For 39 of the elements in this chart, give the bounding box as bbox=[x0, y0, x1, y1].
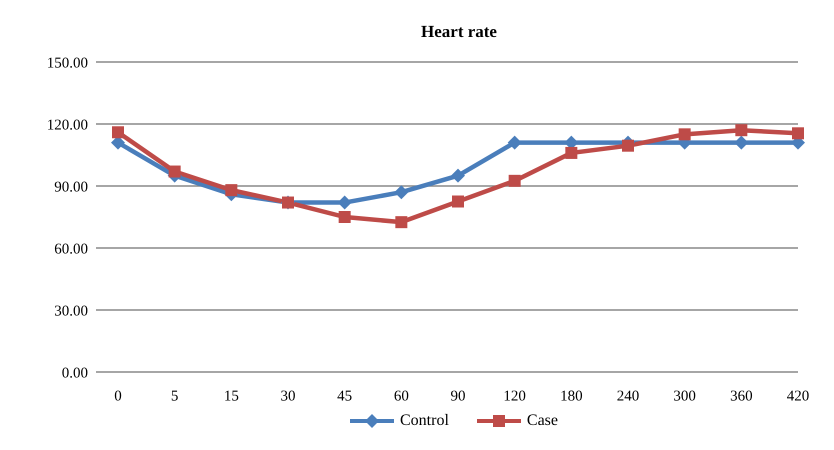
x-tick-label: 15 bbox=[224, 388, 239, 405]
point bbox=[395, 216, 408, 228]
point bbox=[168, 166, 181, 178]
point bbox=[508, 136, 522, 150]
x-tick-label: 300 bbox=[673, 388, 696, 405]
y-tick-label: 90.00 bbox=[54, 179, 88, 196]
point bbox=[622, 140, 634, 152]
y-tick-label: 60.00 bbox=[54, 241, 88, 258]
x-tick-label: 60 bbox=[394, 388, 409, 405]
y-tick-label: 0.00 bbox=[62, 365, 88, 382]
point bbox=[394, 185, 408, 200]
point bbox=[508, 174, 521, 187]
legend-label: Control bbox=[400, 412, 449, 430]
point bbox=[338, 196, 352, 210]
point bbox=[734, 136, 748, 150]
x-tick-label: 90 bbox=[450, 388, 466, 405]
point bbox=[792, 127, 804, 140]
x-tick-label: 45 bbox=[337, 388, 352, 405]
x-tick-label: 0 bbox=[114, 388, 122, 405]
point bbox=[678, 128, 691, 140]
point bbox=[225, 184, 238, 196]
x-tick-label: 180 bbox=[560, 388, 583, 405]
x-tick-label: 30 bbox=[280, 388, 296, 405]
y-tick-label: 120.00 bbox=[46, 117, 88, 134]
y-tick-label: 150.00 bbox=[46, 55, 88, 72]
point bbox=[452, 196, 464, 208]
x-tick-label: 5 bbox=[170, 388, 178, 405]
chart-title: Heart rate bbox=[420, 22, 498, 42]
point bbox=[735, 124, 748, 136]
point bbox=[338, 211, 351, 223]
y-tick-label: 30.00 bbox=[54, 303, 88, 320]
x-tick-label: 360 bbox=[730, 388, 753, 405]
legend-label: Case bbox=[526, 412, 558, 430]
point bbox=[112, 126, 124, 138]
point bbox=[451, 168, 465, 183]
x-tick-label: 120 bbox=[503, 388, 526, 405]
x-tick-label: 420 bbox=[786, 388, 810, 405]
point bbox=[565, 146, 578, 159]
x-tick-label: 240 bbox=[616, 388, 640, 405]
